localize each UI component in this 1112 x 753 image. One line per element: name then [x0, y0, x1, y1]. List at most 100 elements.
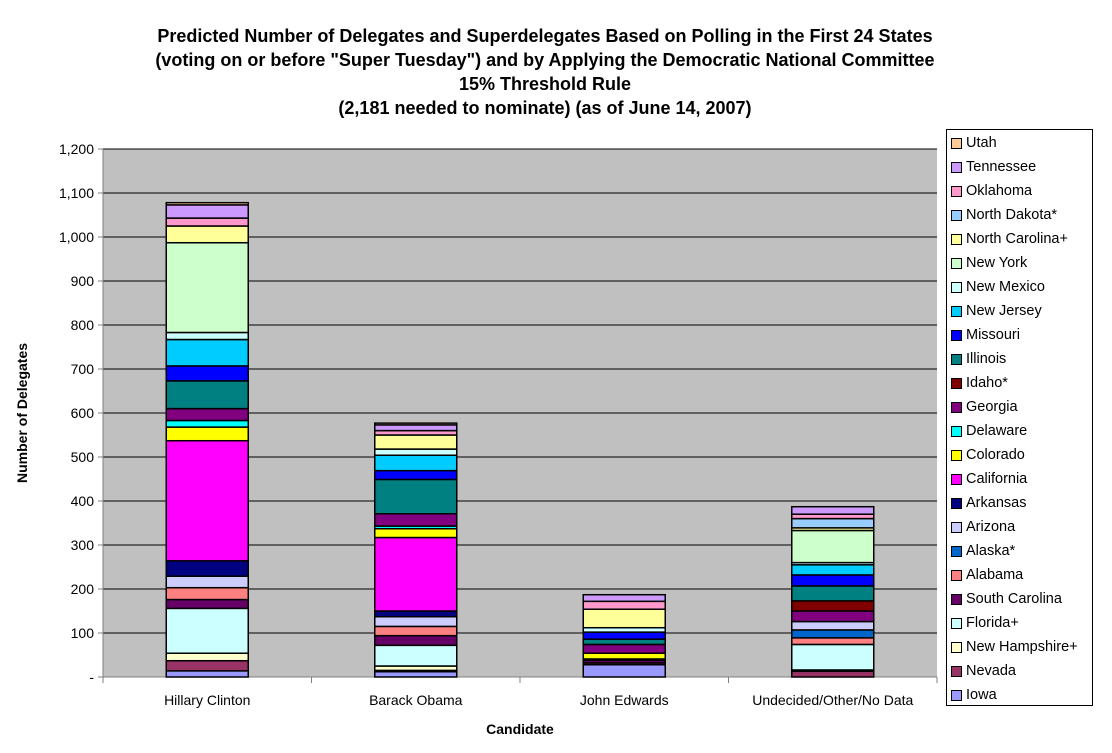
legend-label: New Jersey	[966, 303, 1042, 319]
legend-item: Arkansas	[951, 493, 1026, 513]
bar-segment	[165, 652, 249, 662]
legend-label: Delaware	[966, 423, 1028, 439]
bar-segment	[165, 225, 249, 244]
legend-item: South Carolina	[951, 589, 1062, 609]
legend-label: Arkansas	[966, 495, 1027, 511]
y-tick-label: 500	[71, 449, 95, 465]
bar-segment	[165, 560, 249, 577]
y-tick-label: -	[89, 669, 94, 685]
bar-segment	[791, 643, 875, 671]
legend-label: Missouri	[966, 327, 1020, 343]
legend-label: New Hampshire+	[966, 639, 1078, 655]
bar-segment	[374, 634, 458, 647]
legend-label: Idaho*	[966, 375, 1008, 391]
bar-segment	[791, 517, 875, 529]
bar-segment	[791, 529, 875, 564]
x-tick-label: Barack Obama	[369, 692, 463, 708]
legend-label: Florida+	[966, 615, 1019, 631]
bar-segment	[165, 598, 249, 610]
y-tick-label: 200	[71, 581, 95, 597]
legend-swatch	[951, 689, 962, 701]
bar-segment	[374, 625, 458, 637]
bar-segment	[374, 434, 458, 450]
bar-segment	[165, 380, 249, 410]
legend-swatch	[951, 305, 962, 317]
legend-item: Georgia	[951, 397, 1018, 417]
bar-segment	[165, 426, 249, 442]
bar-segment	[582, 593, 666, 603]
legend-swatch	[951, 617, 962, 629]
legend-label: Georgia	[966, 399, 1018, 415]
bar-segment	[791, 600, 875, 612]
legend-item: Florida+	[951, 613, 1019, 633]
bar-segment	[165, 419, 249, 428]
legend-item: Delaware	[951, 421, 1027, 441]
legend-swatch	[951, 137, 962, 149]
legend-label: Colorado	[966, 447, 1025, 463]
y-tick-label: 100	[71, 625, 95, 641]
legend-swatch	[951, 425, 962, 437]
legend: Utah Tennessee Oklahoma North Dakota* North …	[946, 129, 1093, 706]
bar-segment	[165, 575, 249, 589]
legend-swatch	[951, 257, 962, 269]
legend-swatch	[951, 521, 962, 533]
legend-label: Alabama	[966, 567, 1024, 583]
bar-segment	[165, 201, 249, 206]
bar-segment	[374, 610, 458, 618]
legend-label: Alaska*	[966, 543, 1016, 559]
legend-swatch	[951, 377, 962, 389]
legend-item: New Jersey	[951, 301, 1042, 321]
bar-segment	[374, 478, 458, 515]
x-axis-label: Candidate	[486, 721, 554, 737]
legend-swatch	[951, 449, 962, 461]
chart-title: Predicted Number of Delegates and Superd…	[100, 24, 990, 120]
chart-title-line: Predicted Number of Delegates and Superd…	[157, 26, 933, 46]
chart-title-line: (2,181 needed to nominate) (as of June 1…	[338, 98, 752, 118]
legend-item: Arizona	[951, 517, 1015, 537]
bar-segment	[165, 439, 249, 562]
bar-segment	[165, 586, 249, 601]
bar-segment	[165, 607, 249, 654]
legend-item: New Hampshire+	[951, 637, 1078, 657]
bar-segment	[374, 424, 458, 432]
legend-swatch	[951, 665, 962, 677]
y-tick-label: 600	[71, 405, 95, 421]
legend-item: Illinois	[951, 349, 1006, 369]
bar-segment	[374, 536, 458, 612]
bar-segment	[791, 620, 875, 631]
legend-swatch	[951, 209, 962, 221]
legend-swatch	[951, 545, 962, 557]
bar-segment	[165, 365, 249, 382]
legend-swatch	[951, 641, 962, 653]
legend-label: Nevada	[966, 663, 1016, 679]
legend-item: Utah	[951, 133, 997, 153]
bar-segment	[374, 644, 458, 667]
legend-swatch	[951, 593, 962, 605]
bar-segment	[374, 454, 458, 472]
legend-item: Nevada	[951, 661, 1016, 681]
legend-swatch	[951, 497, 962, 509]
legend-item: Iowa	[951, 685, 997, 705]
bar-segment	[791, 505, 875, 515]
bar-segment	[791, 564, 875, 576]
y-tick-labels: - 100 200 300 400 500 600 700 800 900 1,000 1,100 1,…	[59, 141, 94, 685]
x-tick-label: Undecided/Other/No Data	[752, 692, 913, 708]
legend-label: South Carolina	[966, 591, 1062, 607]
bar-segment	[582, 600, 666, 610]
y-tick-label: 800	[71, 317, 95, 333]
bar-segment	[165, 331, 249, 341]
bar-segment	[582, 663, 666, 678]
legend-label: California	[966, 471, 1028, 487]
bar-segment	[791, 629, 875, 639]
legend-item: North Carolina+	[951, 229, 1068, 249]
y-tick-label: 400	[71, 493, 95, 509]
legend-label: Iowa	[966, 687, 997, 703]
y-tick-label: 1,100	[59, 185, 94, 201]
legend-swatch	[951, 329, 962, 341]
legend-swatch	[951, 185, 962, 197]
legend-item: Alaska*	[951, 541, 1015, 561]
y-tick-label: 1,000	[59, 229, 94, 245]
bar-segment	[582, 652, 666, 660]
legend-item: Alabama	[951, 565, 1023, 585]
